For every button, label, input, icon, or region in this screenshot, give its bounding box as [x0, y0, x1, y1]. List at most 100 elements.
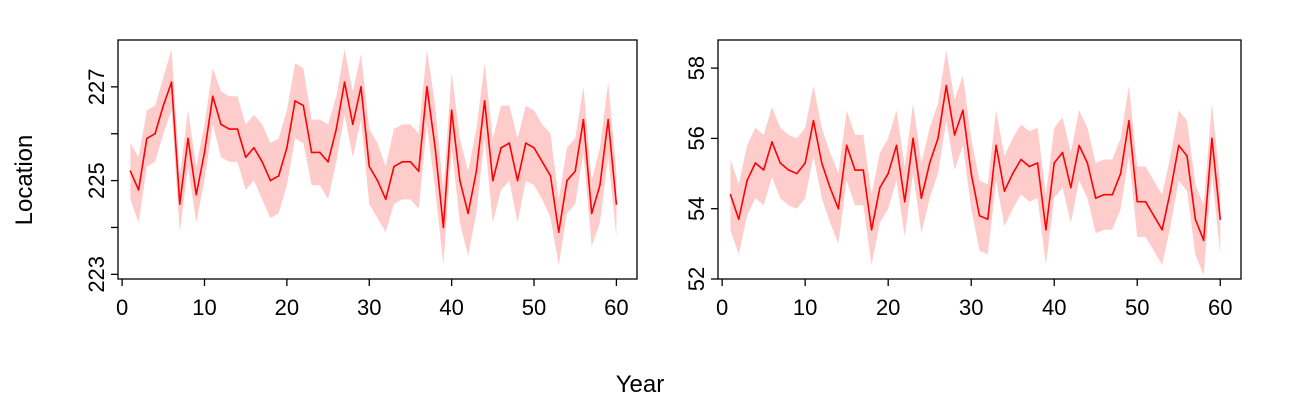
data-point: [1061, 151, 1064, 154]
x-tick-label: 60: [604, 295, 628, 320]
data-point: [244, 156, 247, 158]
data-point: [294, 100, 296, 102]
x-tick-label: 10: [192, 295, 216, 320]
data-point: [1078, 144, 1080, 147]
data-point: [729, 193, 732, 196]
series-line: [729, 84, 1222, 242]
data-point: [434, 146, 436, 149]
data-point: [335, 128, 338, 130]
data-point: [162, 104, 165, 107]
y-tick-label: 223: [84, 256, 109, 293]
data-point: [1028, 165, 1031, 168]
y-tick-label: 56: [684, 126, 709, 150]
data-point: [1045, 228, 1047, 231]
data-point: [1020, 158, 1022, 161]
data-point: [269, 179, 272, 182]
data-point: [450, 109, 453, 112]
data-point: [1186, 155, 1188, 157]
x-tick-label: 30: [357, 295, 381, 320]
data-point: [319, 151, 321, 154]
data-point: [508, 142, 511, 144]
data-point: [426, 86, 428, 88]
data-point: [953, 134, 956, 136]
data-point: [879, 186, 881, 189]
left-chart-panel: 0 10 20 30 40 50 60 223 225 227: [84, 39, 638, 320]
data-point: [261, 161, 263, 163]
data-point: [1161, 228, 1163, 231]
data-point: [533, 146, 535, 149]
x-tick-label: 50: [1125, 295, 1149, 320]
data-point: [146, 137, 148, 140]
y-tick-label: 52: [684, 267, 709, 291]
data-point: [376, 179, 379, 182]
data-point: [541, 161, 544, 163]
data-point: [912, 137, 914, 140]
data-point: [1111, 193, 1114, 196]
data-point: [1011, 172, 1014, 175]
x-tick-label: 40: [1042, 295, 1066, 320]
data-point: [327, 161, 329, 163]
confidence-band: [130, 49, 617, 265]
data-point: [1202, 239, 1205, 242]
data-point: [920, 197, 923, 199]
data-point: [343, 81, 346, 83]
y-tick-label: 54: [684, 196, 709, 220]
data-point: [310, 151, 313, 154]
data-point: [211, 95, 214, 98]
x-tick-label: 20: [876, 295, 900, 320]
data-point: [1128, 120, 1130, 122]
data-point: [854, 169, 856, 171]
data-point: [228, 128, 231, 130]
data-point: [737, 218, 740, 221]
x-tick-label: 0: [716, 295, 728, 320]
data-point: [220, 123, 222, 126]
data-point: [351, 123, 354, 126]
data-point: [360, 86, 362, 88]
y-tick-label: 58: [684, 56, 709, 80]
y-tick-label: 225: [84, 162, 109, 199]
data-point: [368, 165, 371, 168]
plot-frame: [117, 39, 638, 280]
data-point: [862, 169, 865, 171]
data-point: [1070, 186, 1072, 189]
x-tick-label: 0: [116, 295, 128, 320]
data-point: [787, 169, 790, 171]
data-point: [1144, 200, 1147, 203]
data-point: [1119, 172, 1122, 175]
data-point: [1177, 144, 1180, 147]
x-tick-label: 50: [522, 295, 546, 320]
data-point: [393, 165, 395, 168]
x-axis-title: Year: [616, 371, 665, 398]
plot-frame: [717, 39, 1242, 280]
data-point: [970, 172, 972, 175]
data-point: [467, 212, 469, 215]
data-point: [1003, 190, 1006, 192]
data-point: [762, 169, 765, 171]
data-point: [582, 118, 585, 121]
data-point: [804, 162, 806, 164]
data-point: [137, 189, 140, 191]
data-point: [236, 128, 239, 130]
data-point: [401, 161, 404, 163]
y-axis-title: Location: [11, 135, 38, 226]
x-tick-label: 20: [275, 295, 299, 320]
data-point: [203, 151, 206, 154]
data-point: [195, 193, 198, 196]
data-point: [796, 172, 798, 175]
data-point: [1086, 162, 1089, 164]
data-point: [870, 228, 873, 231]
x-tick-label: 40: [439, 295, 463, 320]
right-chart-panel: 0 10 20 30 40 50 60 52 54 56 58: [684, 39, 1242, 320]
data-point: [771, 141, 773, 143]
data-point: [887, 172, 889, 175]
data-point: [459, 179, 461, 182]
data-point: [286, 146, 288, 149]
data-point: [516, 179, 519, 182]
data-point: [492, 179, 494, 182]
data-point: [417, 170, 420, 173]
data-point: [837, 207, 840, 210]
data-point: [1036, 162, 1039, 164]
data-point: [1219, 218, 1222, 221]
data-point: [615, 203, 618, 205]
